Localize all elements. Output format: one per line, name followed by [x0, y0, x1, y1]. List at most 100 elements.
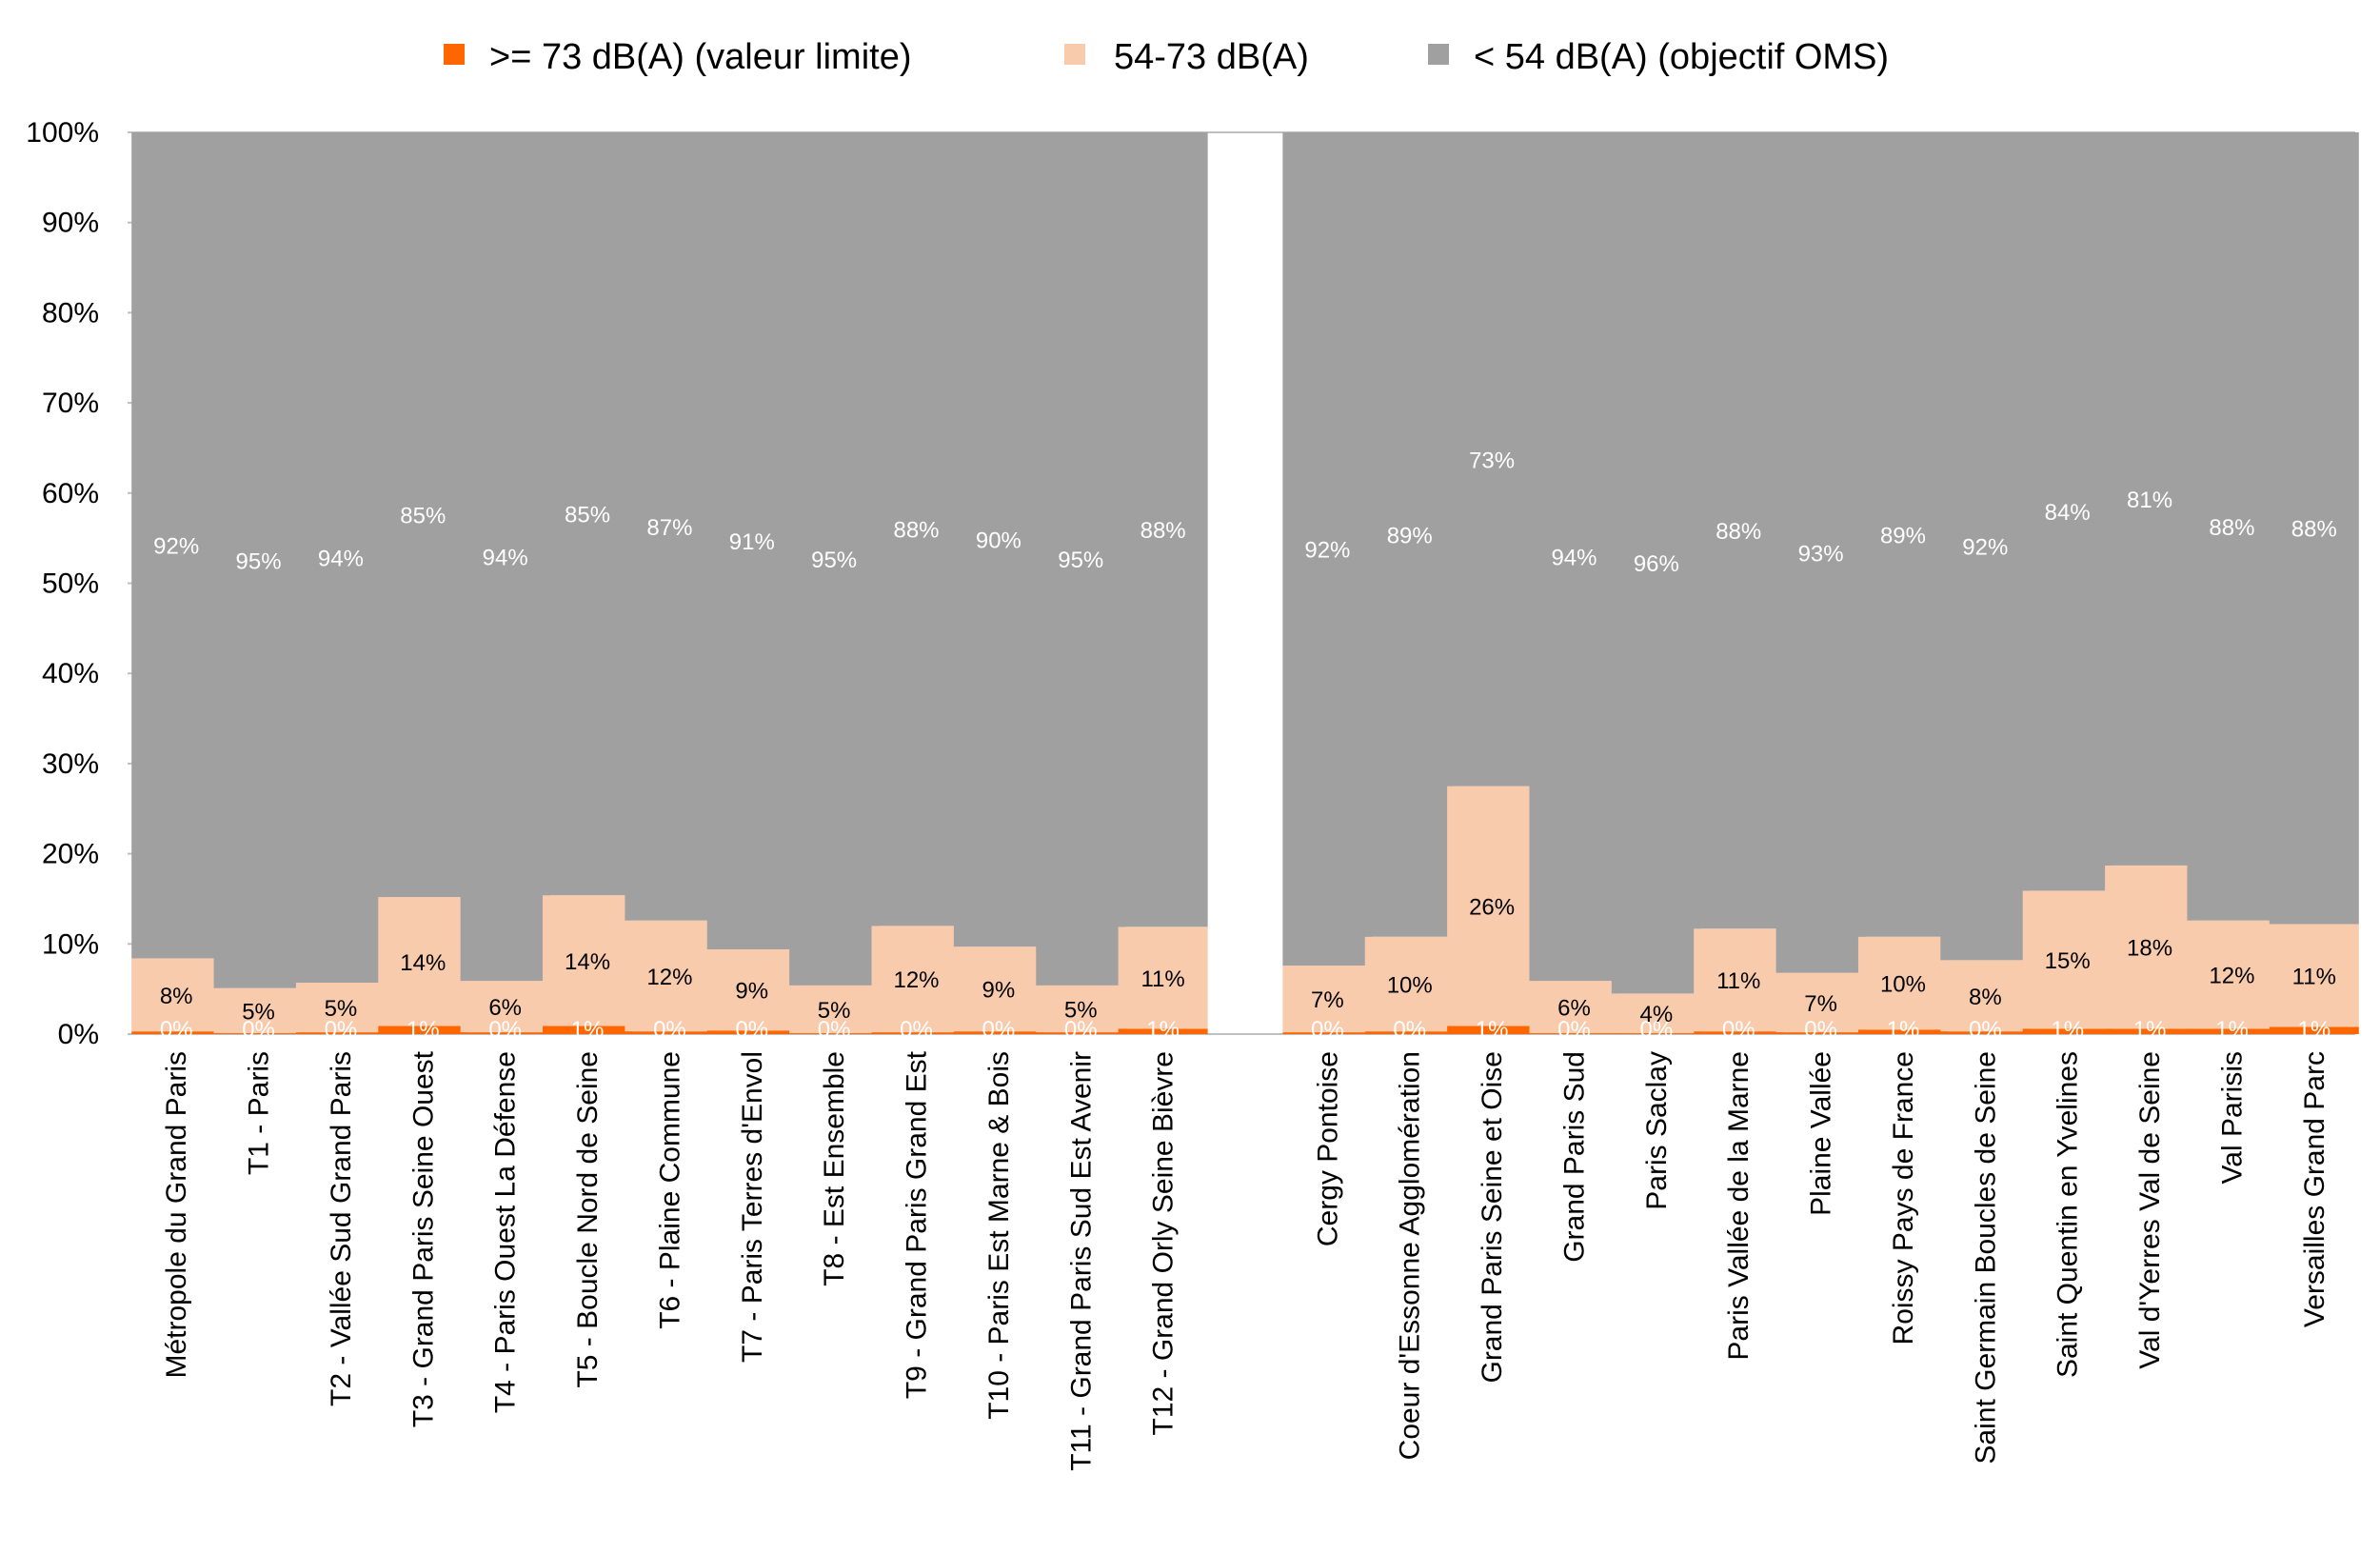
bar-segment [706, 948, 797, 1031]
data-label: 12% [893, 967, 939, 993]
bar-segment [1036, 1032, 1126, 1034]
category-label: Saint Germain Boucles de Seine [1970, 1051, 2001, 1464]
bar-segment [213, 132, 304, 988]
category-label: Val d'Yerres Val de Seine [2134, 1051, 2166, 1369]
bar-segment [1611, 132, 1701, 994]
data-label: 6% [1557, 996, 1591, 1022]
bar-segment [1940, 132, 2031, 961]
data-label: 0% [1557, 1017, 1591, 1043]
bar-segment [1857, 1029, 1948, 1034]
category-label: Paris Saclay [1641, 1051, 1673, 1210]
data-label: 94% [1551, 546, 1597, 571]
bar-segment [131, 1031, 222, 1034]
category-label: Saint Quentin en Yvelines [2053, 1051, 2084, 1378]
data-label: 94% [483, 546, 528, 571]
category-label: Versailles Grand Parc [2299, 1051, 2330, 1327]
legend-swatch-who [1428, 44, 1449, 65]
bar-segment [295, 132, 386, 984]
bar-segment [1940, 1031, 2031, 1034]
data-label: 92% [1304, 538, 1350, 564]
data-label: 1% [1476, 1017, 1509, 1043]
data-label: 1% [407, 1017, 440, 1043]
data-label: 10% [1880, 971, 1926, 997]
category-label: T2 - Vallée Sud Grand Paris [326, 1051, 357, 1406]
data-label: 8% [160, 984, 193, 1009]
category-label: T3 - Grand Paris Seine Ouest [407, 1050, 439, 1427]
bar-segment [1118, 926, 1208, 1029]
category-label: T4 - Paris Ouest La Défense [490, 1051, 522, 1413]
data-label: 1% [2297, 1017, 2330, 1043]
bar-segment [2022, 1028, 2112, 1034]
bar-segment [213, 987, 304, 1034]
bar-segment [789, 985, 880, 1034]
bar-segment [706, 132, 797, 949]
data-label: 1% [1887, 1017, 1920, 1043]
data-label: 0% [900, 1017, 933, 1043]
bar-segment [1364, 1031, 1455, 1034]
bar-segment [1529, 1033, 1619, 1034]
data-label: 7% [1311, 987, 1344, 1013]
bar-segment [1447, 1026, 1537, 1034]
bar-segment [1775, 1032, 1866, 1034]
bar-segment [1940, 960, 2031, 1032]
category-label: T11 - Grand Paris Sud Est Avenir [1065, 1051, 1097, 1471]
data-label: 88% [2291, 517, 2337, 543]
category-label: Cergy Pontoise [1312, 1051, 1343, 1246]
category-label: Roissy Pays de France [1888, 1051, 1919, 1345]
data-label: 91% [729, 529, 775, 555]
bar-segment [1857, 132, 1948, 937]
bar-segment [460, 981, 550, 1033]
bar-segment [2187, 920, 2277, 1029]
data-label: 1% [1146, 1017, 1180, 1043]
bar-segment [378, 1026, 468, 1034]
bars [131, 132, 2359, 1034]
bar-segment [1118, 1028, 1208, 1034]
data-label: 95% [1058, 548, 1103, 573]
bar-segment [1447, 786, 1537, 1026]
bar-segment [1775, 132, 1866, 973]
data-label: 26% [1469, 895, 1515, 921]
data-label: 88% [2209, 515, 2254, 541]
category-label: Plaine Vallée [1806, 1051, 1837, 1216]
bar-segment [2187, 1028, 2277, 1034]
bar-segment [871, 1032, 962, 1034]
data-label: 0% [1640, 1017, 1674, 1043]
y-tick-label: 90% [42, 208, 99, 239]
bar-segment [1282, 1032, 1373, 1034]
data-label: 95% [811, 548, 857, 573]
bar-segment [1282, 966, 1373, 1033]
y-tick-label: 20% [42, 839, 99, 870]
data-label: 0% [1969, 1017, 2002, 1043]
category-label: T12 - Grand Orly Seine Bièvre [1148, 1051, 1180, 1436]
bar-segment [789, 132, 880, 986]
category-label: T5 - Boucle Nord de Seine [572, 1051, 604, 1388]
legend-label-who: < 54 dB(A) (objectif OMS) [1474, 37, 1889, 77]
bar-segment [1364, 132, 1455, 937]
category-label: Coeur d'Essonne Agglomération [1395, 1051, 1426, 1460]
bar-segment [871, 926, 962, 1033]
data-label: 11% [1716, 968, 1760, 994]
data-label: 0% [1722, 1017, 1755, 1043]
bar-segment [2105, 1028, 2195, 1034]
data-label: 12% [2209, 963, 2254, 988]
data-label: 94% [318, 547, 364, 572]
data-label: 0% [1393, 1017, 1426, 1043]
y-tick-label: 50% [42, 568, 99, 600]
data-labels: 0%8%92%0%5%95%0%5%94%1%14%85%0%6%94%1%14… [153, 448, 2337, 1043]
category-labels: Métropole du Grand Paris T1 - Paris T2 - V… [161, 1050, 2330, 1470]
data-label: 4% [1640, 1002, 1674, 1027]
data-label: 92% [153, 534, 199, 560]
bar-segment [871, 132, 962, 926]
bar-segment [2269, 1026, 2359, 1034]
data-label: 88% [1716, 519, 1761, 545]
bar-segment [543, 1026, 633, 1034]
y-tick-label: 30% [42, 748, 99, 780]
category-label: T8 - Est Ensemble [819, 1051, 850, 1286]
bar-segment [543, 895, 633, 1026]
data-label: 15% [2045, 948, 2091, 974]
bar-segment [1282, 132, 1373, 966]
bar-segment [213, 1033, 304, 1034]
bar-segment [625, 132, 715, 921]
bar-segment [1529, 981, 1619, 1034]
category-label: Val Parisis [2216, 1051, 2248, 1184]
